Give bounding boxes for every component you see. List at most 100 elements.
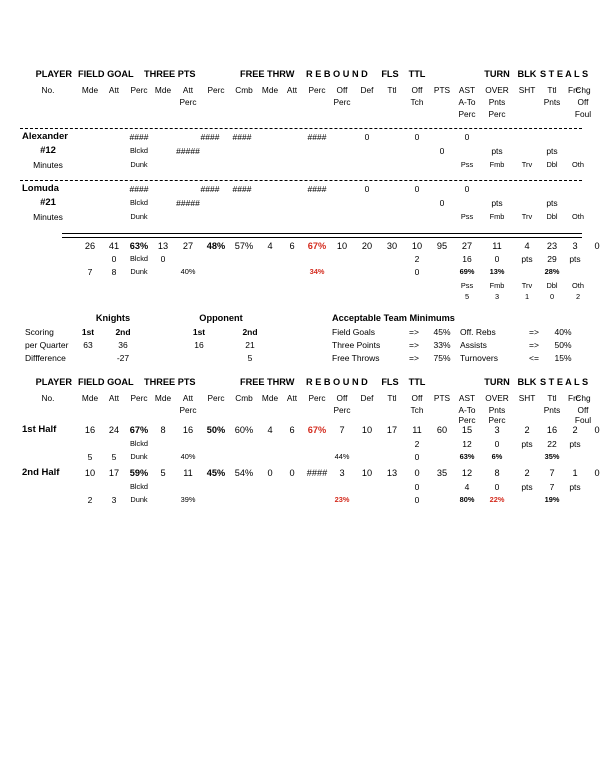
half-tp-cmb: 54% — [234, 468, 254, 478]
header-col-tp-perc: Perc — [207, 85, 225, 95]
header-col-ft-att: Att — [286, 85, 298, 95]
header-col-ft-mde: Mde — [261, 85, 279, 95]
half-tp-perc: 50% — [206, 425, 226, 435]
header-col-tp-att-perc: Perc — [179, 97, 197, 107]
header2-col-rb-ttl: Ttl — [387, 393, 397, 403]
header2-col-fg-mde: Mde — [81, 393, 99, 403]
half-blk-pts-label: pts — [521, 439, 533, 449]
half-ft-perc: 67% — [307, 425, 327, 435]
player-minutes-label: Minutes — [33, 212, 63, 222]
half-tp-att: 11 — [183, 468, 193, 478]
player-fg-perc: #### — [129, 184, 149, 194]
header2-col-ast-perc: Perc — [458, 415, 476, 425]
totals-ft-att: 6 — [289, 241, 295, 251]
player-name: Alexander — [22, 131, 68, 142]
half-fls-tch-2: 0 — [414, 452, 420, 462]
player-blckd-label: Blckd — [129, 198, 149, 207]
header2-col-turn-perc: Perc — [488, 415, 506, 425]
header2-group-three-pts: THREE PTS — [144, 377, 196, 387]
scoring-team-name: Knights — [95, 313, 131, 323]
half-rb-ttl: 13 — [386, 468, 398, 478]
half-fls-off: 11 — [412, 425, 422, 435]
minimums-label-turnovers: Turnovers — [460, 353, 498, 363]
player-fls-off: 0 — [414, 132, 420, 142]
minimums-label-off-rebs: Off. Rebs — [460, 327, 496, 337]
header2-col-st-chg-off-foul: Foul — [574, 415, 592, 425]
minimums-value-free-throws: 75% — [433, 353, 451, 363]
scoring-label-per-quarter: per Quarter — [25, 340, 69, 350]
player-turn-label-dbl: Dbl — [546, 212, 558, 221]
scoring-opponent-name: Opponent — [199, 313, 243, 323]
player-dunk-label: Dunk — [130, 212, 148, 221]
player-turn-label-oth: Oth — [572, 212, 584, 221]
half-fg-dunk-att: 5 — [111, 452, 117, 462]
totals-ft-perc: 67% — [307, 241, 327, 251]
header-col-fls-tch: Tch — [410, 97, 424, 107]
totals-tp-att-perc: 40% — [180, 267, 196, 276]
header2-group-free-throw: FREE THRW — [240, 377, 295, 387]
half-ast-ato: 4 — [464, 482, 470, 492]
player-tp-cmb: #### — [232, 184, 252, 194]
header2-group-player: PLAYER — [35, 377, 72, 387]
player-turn-label-trv: Trv — [521, 160, 533, 169]
half-dunk-label: Dunk — [130, 452, 148, 461]
half-tp-perc: 45% — [206, 468, 226, 478]
half-fls-off: 0 — [414, 468, 420, 478]
player-turn-label-pss: Pss — [460, 212, 474, 221]
totals-turn-value-trv: 1 — [524, 292, 530, 301]
half-label: 1st Half — [22, 424, 57, 435]
half-turn-pnts: 0 — [494, 439, 500, 449]
player-turn-label-trv: Trv — [521, 212, 533, 221]
half-tp-att-perc: 40% — [180, 452, 196, 461]
header-group-rebound: R E B O U N D — [306, 69, 368, 79]
half-ast: 15 — [461, 425, 473, 435]
header2-col-rb-off-perc: Perc — [333, 405, 351, 415]
totals-st-chg: 0 — [594, 241, 600, 251]
header2-group-steals: S T E A L S — [540, 377, 589, 387]
scoring-opp-2nd: 21 — [245, 340, 255, 350]
player-turn-label-fmb: Fmb — [489, 212, 505, 221]
player-dunk-label: Dunk — [130, 160, 148, 169]
header-group-player: PLAYER — [35, 69, 72, 79]
totals-tp-att: 27 — [182, 241, 194, 251]
player-ft-perc: #### — [307, 132, 327, 142]
header2-group-ttl: TTL — [408, 377, 426, 387]
player-turn-label-dbl: Dbl — [546, 160, 558, 169]
minimums-value-field-goals: 45% — [433, 327, 451, 337]
scoring-opp-1st: 16 — [194, 340, 204, 350]
player-minutes-label: Minutes — [33, 160, 63, 170]
half-blckd-label: Blckd — [129, 439, 149, 448]
half-fg-dunk-att: 3 — [111, 495, 117, 505]
totals-rb-def: 20 — [361, 241, 373, 251]
scoring-label-difference: Diffference — [25, 353, 66, 363]
player-separator-top — [20, 128, 582, 129]
half-blckd-label: Blckd — [129, 482, 149, 491]
half-st-pnts: 7 — [549, 482, 555, 492]
player-tp-perc: #### — [200, 184, 220, 194]
header-col-turn-over: OVER — [485, 85, 509, 95]
header-group-three-pts: THREE PTS — [144, 69, 196, 79]
half-rb-off: 7 — [339, 425, 345, 435]
header2-col-fg-perc: Perc — [130, 393, 148, 403]
header2-col-ft-att: Att — [286, 393, 298, 403]
totals-ttl-pts: 95 — [436, 241, 448, 251]
half-ft-mde: 4 — [267, 425, 273, 435]
minimums-op-field-goals: => — [409, 327, 419, 337]
totals-st-perc: 28% — [544, 267, 560, 276]
scoring-team-difference: -27 — [116, 353, 130, 363]
minimums-value-assists: 50% — [554, 340, 572, 350]
half-ast: 12 — [461, 468, 473, 478]
half-blk-pts-label: pts — [521, 482, 533, 492]
half-st-ttl: 7 — [549, 468, 555, 478]
half-rb-ttl: 17 — [386, 425, 398, 435]
header-col-blk-sht: SHT — [518, 85, 536, 95]
header-col-st-frc: Frc — [568, 85, 580, 95]
scoring-team-header-1st: 1st — [81, 327, 95, 337]
half-fg-dunk-mde: 5 — [87, 452, 93, 462]
header2-col-tp-cmb: Cmb — [235, 393, 253, 403]
header-col-rb-ttl: Ttl — [387, 85, 397, 95]
minimums-label-free-throws: Free Throws — [332, 353, 380, 363]
totals-dunk-label: Dunk — [130, 267, 148, 276]
player-turn-label-oth: Oth — [572, 160, 584, 169]
totals-tp-perc: 48% — [206, 241, 226, 251]
